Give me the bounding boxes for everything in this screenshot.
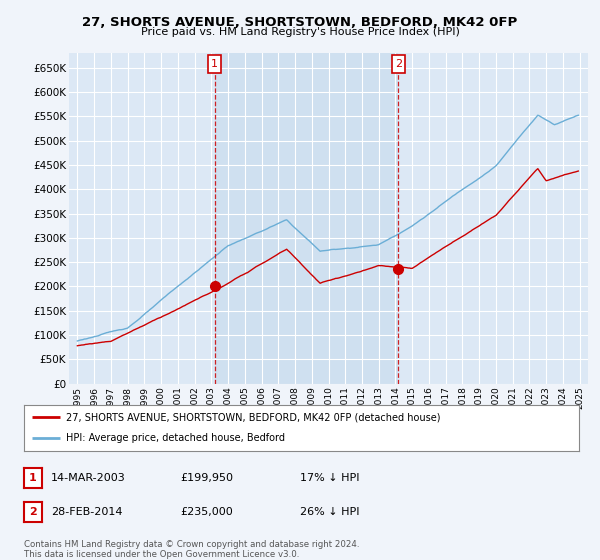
Text: 17% ↓ HPI: 17% ↓ HPI — [300, 473, 359, 483]
Text: Contains HM Land Registry data © Crown copyright and database right 2024.
This d: Contains HM Land Registry data © Crown c… — [24, 540, 359, 559]
Text: 1: 1 — [211, 59, 218, 69]
Text: HPI: Average price, detached house, Bedford: HPI: Average price, detached house, Bedf… — [65, 433, 284, 444]
Text: £199,950: £199,950 — [180, 473, 233, 483]
FancyBboxPatch shape — [208, 55, 221, 73]
FancyBboxPatch shape — [392, 55, 405, 73]
Text: 2: 2 — [395, 59, 402, 69]
Text: £235,000: £235,000 — [180, 507, 233, 517]
Text: 2: 2 — [29, 507, 37, 517]
Text: 27, SHORTS AVENUE, SHORTSTOWN, BEDFORD, MK42 0FP: 27, SHORTS AVENUE, SHORTSTOWN, BEDFORD, … — [82, 16, 518, 29]
Text: 14-MAR-2003: 14-MAR-2003 — [51, 473, 126, 483]
Text: 26% ↓ HPI: 26% ↓ HPI — [300, 507, 359, 517]
Text: Price paid vs. HM Land Registry's House Price Index (HPI): Price paid vs. HM Land Registry's House … — [140, 27, 460, 37]
Bar — [215, 53, 398, 384]
Text: 28-FEB-2014: 28-FEB-2014 — [51, 507, 122, 517]
Text: 1: 1 — [29, 473, 37, 483]
Text: 27, SHORTS AVENUE, SHORTSTOWN, BEDFORD, MK42 0FP (detached house): 27, SHORTS AVENUE, SHORTSTOWN, BEDFORD, … — [65, 412, 440, 422]
